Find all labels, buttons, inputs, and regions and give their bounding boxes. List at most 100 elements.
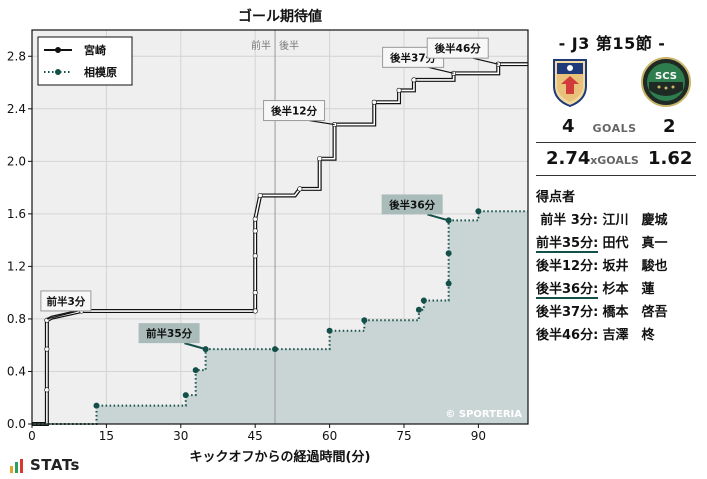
annotation-pointer	[428, 66, 454, 74]
home-point	[371, 99, 377, 105]
first-half-label: 前半	[251, 39, 271, 52]
home-point	[44, 387, 50, 393]
scorer-time: 後半46分:	[536, 328, 599, 343]
goals-row: 4 GOALS 2	[532, 116, 697, 140]
y-tick-label: 1.2	[7, 259, 26, 273]
away-area	[32, 211, 528, 424]
goals-label: GOALS	[592, 122, 637, 135]
match-title: - J3 第15節 -	[558, 34, 666, 53]
annotation-label: 前半35分	[146, 327, 193, 340]
scorer-row: 後半46分: 吉澤 柊	[536, 324, 655, 344]
annotation-box	[426, 37, 489, 59]
annotation-box	[263, 100, 326, 122]
xg-label: xGOALS	[590, 154, 639, 167]
annotation-box	[381, 194, 443, 215]
scorer-time: 後半37分:	[536, 305, 599, 320]
home-point	[252, 253, 258, 259]
x-tick-label: 0	[28, 429, 36, 443]
home-point	[44, 346, 50, 352]
home-team-logo	[544, 56, 596, 108]
y-tick-label: 0.8	[7, 312, 26, 326]
away-point	[93, 402, 100, 409]
scorers-title: 得点者	[536, 190, 576, 205]
home-point	[252, 308, 258, 314]
divider-line	[536, 175, 696, 176]
x-tick-label: 45	[248, 429, 263, 443]
x-tick-label: 75	[396, 429, 411, 443]
scorer-name: 坂井 駿也	[598, 259, 668, 274]
home-point	[396, 87, 402, 93]
home-point	[317, 156, 323, 162]
away-point	[445, 280, 452, 287]
away-point	[420, 297, 427, 304]
away-point	[415, 306, 422, 313]
y-tick-label: 2.0	[7, 154, 26, 168]
annotation-pointer	[472, 57, 499, 65]
away-team-logo: SCS	[640, 56, 692, 108]
watermark: © SPORTERIA	[445, 409, 522, 420]
annotation-box	[40, 290, 92, 312]
home-point	[257, 192, 263, 198]
chart-title: ゴール期待値	[238, 9, 322, 25]
y-tick-label: 0.4	[7, 364, 26, 378]
stats-brand-text: STATs	[30, 456, 80, 474]
scorer-name: 田代 真一	[598, 236, 668, 251]
away-logo-text: SCS	[655, 71, 677, 82]
xg-row: 2.74 xGOALS 1.62	[532, 148, 697, 174]
scorer-row: 後半36分: 杉本 蓮	[536, 278, 655, 299]
scorer-row: 前半 3分: 江川 慶城	[536, 209, 668, 229]
legend-away-label: 相模原	[84, 65, 117, 79]
scorer-time: 後半36分:	[536, 278, 598, 299]
annotation-label: 後半37分	[389, 51, 437, 64]
annotation-box	[138, 323, 200, 344]
y-tick-label: 2.8	[7, 49, 26, 63]
match-panel: - J3 第15節 - SCS 4 GOALS 2 2.74 xGOALS 1.…	[532, 0, 707, 479]
stats-bar	[15, 462, 18, 473]
away-point	[475, 208, 482, 215]
home-point	[411, 77, 417, 83]
away-point	[445, 250, 452, 257]
away-point	[361, 317, 368, 324]
x-tick-label: 30	[173, 429, 188, 443]
scorer-time: 後半12分:	[536, 259, 599, 274]
plot-frame	[31, 29, 529, 425]
y-tick-label: 1.6	[7, 207, 26, 221]
scorer-name: 江川 慶城	[598, 213, 668, 228]
scorer-name: 杉本 蓮	[598, 282, 655, 297]
scorer-row: 後半12分: 坂井 駿也	[536, 255, 668, 275]
annotation-label: 後半46分	[434, 42, 482, 55]
away-point	[272, 346, 279, 353]
legend-away-marker	[55, 69, 61, 75]
annotation-label: 後半36分	[388, 198, 436, 211]
home-goals: 4	[562, 116, 575, 137]
scorer-name: 橋本 啓吾	[598, 305, 668, 320]
stats-bars-icon	[10, 459, 24, 473]
divider-line	[536, 142, 696, 143]
away-goals: 2	[663, 116, 676, 137]
legend-home-label: 宮崎	[84, 43, 106, 57]
home-point	[252, 216, 258, 222]
home-point	[252, 228, 258, 234]
stats-bar	[10, 466, 13, 473]
annotation-pointer	[184, 342, 206, 351]
annotation-pointer	[427, 213, 449, 222]
half-time-divider: 前半 後半	[251, 30, 299, 424]
scorer-name: 吉澤 柊	[598, 328, 655, 343]
annotation-pointer	[46, 310, 79, 320]
y-tick-label: 0.0	[7, 417, 26, 431]
x-tick-label: 60	[322, 429, 337, 443]
scorer-time: 前半 3分:	[540, 213, 598, 228]
miyazaki-crest-icon	[553, 59, 587, 108]
sagamihara-crest-icon: SCS	[641, 57, 691, 107]
x-tick-label: 15	[99, 429, 114, 443]
away-point	[326, 327, 333, 334]
x-axis-label: キックオフからの経過時間(分)	[190, 449, 371, 465]
away-point	[182, 392, 189, 399]
scorer-row: 後半37分: 橋本 啓吾	[536, 301, 668, 321]
home-xg: 2.74	[546, 148, 591, 169]
scorer-time: 前半35分:	[536, 232, 598, 253]
annotation-pointer	[309, 119, 335, 126]
